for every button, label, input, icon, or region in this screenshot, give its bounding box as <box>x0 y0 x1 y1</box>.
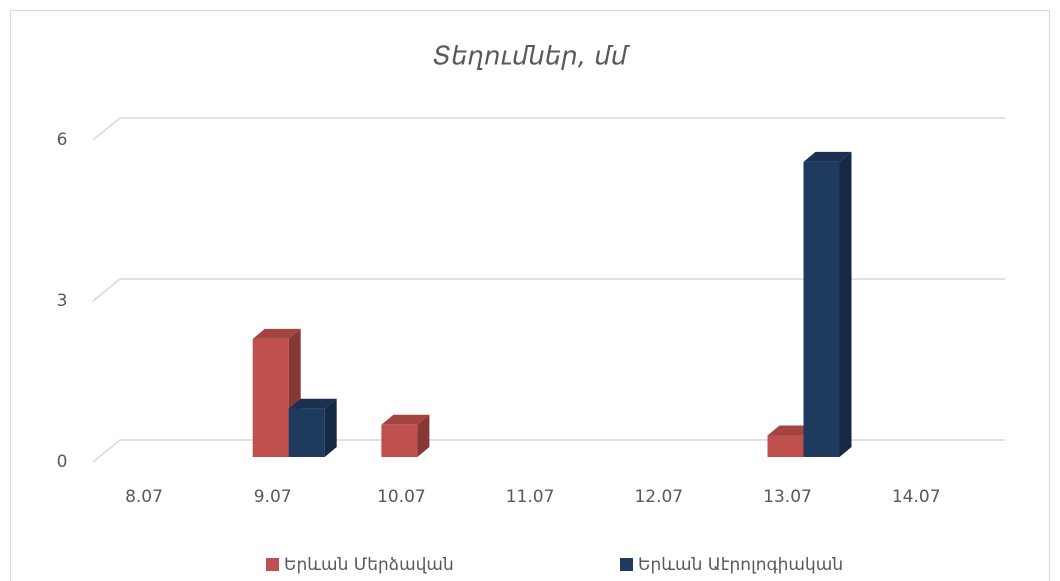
chart-title: Տեղումներ, մմ <box>433 42 631 72</box>
grid-line <box>92 439 1005 463</box>
bar-face <box>252 338 289 457</box>
bar <box>803 151 852 458</box>
x-tick-label: 10.07 <box>377 487 426 507</box>
legend-swatch <box>266 558 279 571</box>
grid-line <box>92 278 1005 302</box>
bar-face <box>803 151 852 162</box>
x-tick-label: 13.07 <box>763 487 812 507</box>
bar-face <box>767 435 804 457</box>
legend-swatch <box>620 558 633 571</box>
y-tick-label: 6 <box>57 130 68 150</box>
y-tick-label: 0 <box>57 452 68 472</box>
legend-label: Երևան Մերձավան <box>284 555 454 575</box>
x-tick-label: 9.07 <box>254 487 292 507</box>
grid-line <box>92 117 1005 141</box>
bar-face <box>288 398 337 409</box>
x-tick-label: 12.07 <box>634 487 683 507</box>
legend-label: Երևան Աէրոլոգիական <box>638 555 843 575</box>
bar-face <box>252 328 301 339</box>
bar <box>288 398 337 457</box>
bar-face <box>803 161 840 458</box>
x-tick-label: 14.07 <box>892 487 941 507</box>
bar-face <box>839 151 852 458</box>
x-tick-label: 11.07 <box>506 487 555 507</box>
y-tick-label: 3 <box>57 291 68 311</box>
chart-border <box>10 10 1050 581</box>
bar-face <box>324 398 337 457</box>
bar-face <box>381 414 430 425</box>
x-tick-label: 8.07 <box>125 487 163 507</box>
bar-face <box>288 408 325 457</box>
bar-face <box>417 414 430 457</box>
bar-face <box>381 424 418 457</box>
bar <box>381 414 430 457</box>
